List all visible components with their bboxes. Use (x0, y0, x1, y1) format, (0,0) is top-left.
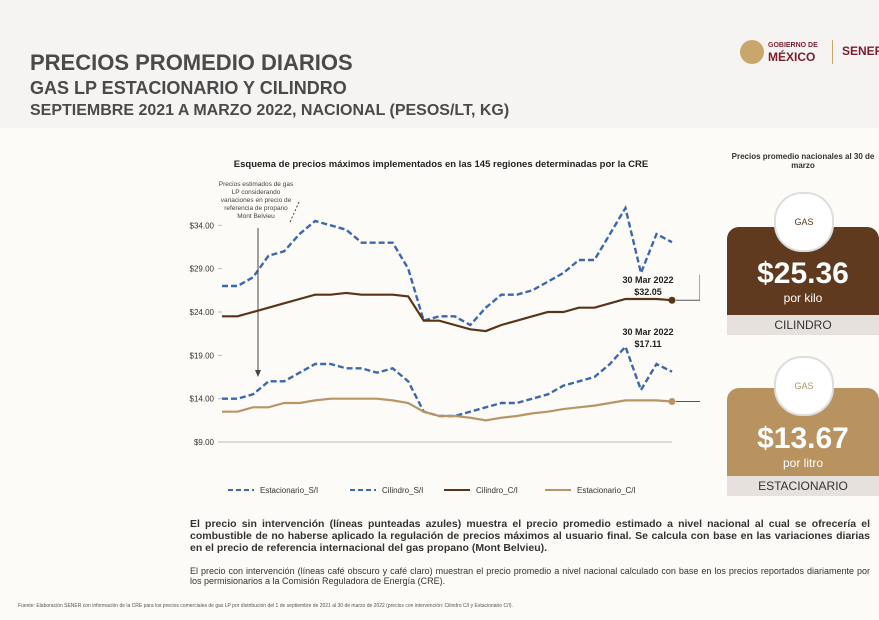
connector (676, 274, 700, 301)
unit: por litro (782, 456, 823, 470)
annotation: 30 Mar 2022 (622, 275, 673, 285)
estacionario-label: ESTACIONARIO (727, 476, 879, 496)
legend-label: Estacionario_C/I (577, 486, 636, 495)
cylinder-icon: GAS (774, 192, 834, 252)
header-band (0, 0, 879, 128)
footnote: Fuente: Elaboración SENER con informació… (18, 603, 513, 609)
y-tick-label: $19.00 (190, 351, 215, 360)
end-point (668, 296, 676, 304)
tank-icon: GAS (774, 356, 834, 416)
logo-text: GOBIERNO DE (768, 42, 818, 49)
y-tick-label: $24.00 (190, 308, 215, 317)
annotation-line: referencia de propano (224, 205, 288, 212)
unit: por kilo (783, 291, 823, 305)
series-line (222, 204, 673, 327)
chart-title: Esquema de precios máximos implementados… (234, 159, 648, 170)
y-tick-label: $34.00 (190, 221, 215, 230)
cilindro-card: $25.36 por kilo (727, 227, 879, 315)
logo-text: MÉXICO (768, 50, 816, 64)
note: El precio con intervención (líneas café … (190, 566, 870, 586)
chart: Esquema de precios máximos implementados… (190, 159, 700, 495)
y-tick-label: $29.00 (190, 265, 215, 274)
end-point (668, 398, 676, 406)
annotation-arrow (289, 199, 301, 223)
summary-heading: Precios promedio nacionales al 30 de mar… (731, 152, 875, 170)
annotation: Precios estimados de gas LP considerando v… (219, 181, 294, 220)
annotation: $17.11 (634, 339, 661, 349)
y-tick-label: $9.00 (194, 438, 215, 447)
annotation: 30 Mar 2022 (622, 327, 673, 337)
cilindro-label: CILINDRO (727, 315, 879, 335)
note: El precio sin intervención (líneas punte… (190, 518, 870, 554)
annotation: $32.05 (634, 287, 662, 297)
annotation-line: Mont Belvieu (237, 213, 275, 220)
period: SEPTIEMBRE 2021 A MARZO 2022, NACIONAL (… (30, 102, 510, 119)
estacionario-card: $13.67 por litro (727, 388, 879, 476)
annotation-line: Precios estimados de gas (219, 181, 294, 188)
series-line (222, 397, 673, 422)
subtitle: GAS LP ESTACIONARIO Y CILINDRO (30, 78, 347, 98)
annotation-line: LP considerando (232, 189, 281, 196)
title: PRECIOS PROMEDIO DIARIOS (30, 50, 353, 75)
price: $25.36 (757, 257, 849, 290)
arrow-head (255, 370, 261, 377)
legend-label: Cilindro_C/I (476, 486, 518, 495)
legend-label: Cilindro_S/I (382, 486, 423, 495)
y-tick-label: $14.00 (190, 395, 215, 404)
series-line (222, 344, 673, 418)
annotation-line: variaciones en precio de (221, 197, 292, 204)
logo-divider (832, 40, 833, 64)
series-line (222, 291, 673, 333)
logo-seal (740, 40, 764, 64)
logo-sener: SENER (842, 44, 879, 58)
price: $13.67 (757, 422, 849, 455)
legend-label: Estacionario_S/I (260, 486, 318, 495)
